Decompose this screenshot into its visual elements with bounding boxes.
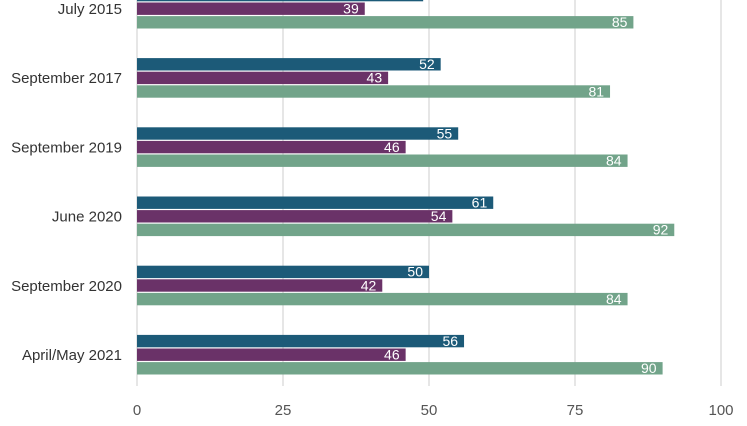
category-label: April/May 2021 (22, 347, 122, 364)
bar (137, 0, 424, 2)
data-label: 46 (384, 347, 400, 363)
data-label: 46 (384, 139, 400, 155)
bar (137, 196, 494, 209)
x-tick-label: 25 (275, 402, 292, 419)
data-label: 84 (606, 291, 622, 307)
data-label: 54 (431, 208, 447, 224)
bar (137, 16, 634, 29)
bar (137, 85, 611, 98)
bar (137, 58, 441, 71)
bar (137, 223, 675, 237)
x-tick-label: 0 (133, 402, 141, 419)
category-axis: July 2015 September 2017 September 2019 Jun… (11, 1, 122, 364)
bar (137, 334, 465, 348)
data-label: 52 (419, 56, 435, 72)
bar (137, 140, 406, 154)
data-label: 81 (588, 83, 604, 99)
data-label: 85 (612, 14, 628, 30)
data-label: 43 (367, 70, 383, 86)
data-label: 50 (407, 264, 423, 280)
data-label: 92 (653, 222, 669, 238)
bar-series-group: 49 39 85 52 43 81 55 46 84 61 54 92 50 42 84 56 46 90 (137, 0, 675, 376)
bar (137, 127, 459, 140)
data-label: 42 (361, 277, 377, 293)
data-label: 61 (472, 195, 488, 211)
value-axis: 0 25 50 75 100 (133, 402, 734, 419)
data-label: 56 (442, 333, 458, 349)
category-label: September 2020 (11, 278, 122, 295)
bar (137, 71, 389, 85)
bar (137, 265, 429, 279)
bar (137, 292, 628, 306)
x-tick-label: 50 (421, 402, 438, 419)
x-tick-label: 75 (567, 402, 584, 419)
data-label: 84 (606, 153, 622, 169)
data-label: 55 (437, 125, 453, 141)
bar (137, 154, 628, 167)
data-label: 90 (641, 360, 657, 376)
bar (137, 2, 365, 15)
category-label: June 2020 (52, 209, 122, 226)
bar (137, 210, 453, 223)
bar (137, 362, 663, 375)
category-label: September 2017 (11, 70, 122, 87)
category-label: July 2015 (58, 1, 122, 18)
category-label: September 2019 (11, 139, 122, 156)
bar (137, 279, 383, 292)
x-tick-label: 100 (708, 402, 733, 419)
data-label: 49 (402, 0, 418, 3)
data-label: 39 (343, 1, 359, 17)
bar (137, 348, 406, 361)
